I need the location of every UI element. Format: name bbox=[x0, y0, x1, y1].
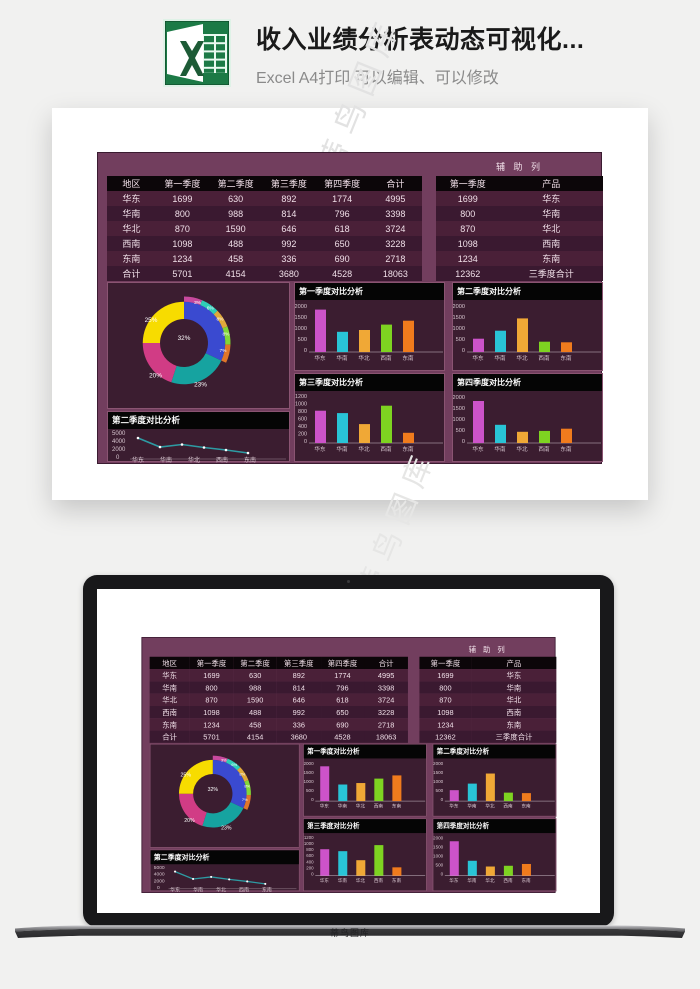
svg-text:6%: 6% bbox=[207, 305, 215, 311]
svg-text:1500: 1500 bbox=[295, 315, 307, 321]
svg-text:20%: 20% bbox=[149, 373, 162, 380]
svg-text:500: 500 bbox=[298, 337, 307, 343]
svg-text:0: 0 bbox=[304, 439, 307, 445]
svg-text:600: 600 bbox=[298, 417, 307, 423]
svg-text:4000: 4000 bbox=[112, 439, 126, 445]
svg-text:华南: 华南 bbox=[160, 456, 172, 463]
svg-text:东南: 东南 bbox=[244, 456, 256, 463]
svg-text:200: 200 bbox=[298, 432, 307, 438]
svg-text:华北: 华北 bbox=[516, 445, 528, 453]
svg-text:1500: 1500 bbox=[453, 406, 465, 412]
svg-text:2000: 2000 bbox=[453, 395, 465, 401]
svg-text:西南: 西南 bbox=[380, 445, 392, 453]
svg-text:1000: 1000 bbox=[453, 417, 465, 423]
svg-text:800: 800 bbox=[298, 409, 307, 415]
svg-text:8%: 8% bbox=[222, 332, 230, 338]
svg-text:华南: 华南 bbox=[494, 354, 506, 362]
svg-text:华东: 华东 bbox=[132, 456, 144, 463]
svg-text:华东: 华东 bbox=[472, 445, 484, 453]
svg-text:0: 0 bbox=[462, 348, 465, 354]
svg-text:1000: 1000 bbox=[295, 326, 307, 332]
svg-text:3%: 3% bbox=[194, 300, 202, 306]
svg-text:华东: 华东 bbox=[314, 445, 326, 453]
svg-text:7%: 7% bbox=[219, 348, 227, 354]
svg-text:1500: 1500 bbox=[453, 315, 465, 321]
svg-text:华南: 华南 bbox=[336, 445, 348, 453]
svg-text:2000: 2000 bbox=[112, 447, 126, 453]
svg-text:2000: 2000 bbox=[295, 304, 307, 310]
svg-text:0: 0 bbox=[462, 439, 465, 445]
svg-text:23%: 23% bbox=[194, 382, 207, 389]
svg-text:西南: 西南 bbox=[538, 445, 550, 453]
svg-text:0: 0 bbox=[304, 348, 307, 354]
svg-text:25%: 25% bbox=[145, 317, 158, 324]
svg-text:500: 500 bbox=[456, 337, 465, 343]
svg-text:1000: 1000 bbox=[453, 326, 465, 332]
svg-text:东南: 东南 bbox=[560, 445, 572, 453]
svg-text:华东: 华东 bbox=[314, 354, 326, 362]
svg-text:1200: 1200 bbox=[295, 394, 307, 400]
svg-text:东南: 东南 bbox=[560, 354, 572, 362]
svg-text:华北: 华北 bbox=[188, 456, 200, 463]
svg-text:华东: 华东 bbox=[472, 354, 484, 362]
svg-text:8%: 8% bbox=[216, 317, 224, 323]
svg-text:500: 500 bbox=[456, 428, 465, 434]
svg-text:华南: 华南 bbox=[494, 445, 506, 453]
svg-text:华北: 华北 bbox=[358, 445, 370, 453]
svg-text:400: 400 bbox=[298, 424, 307, 430]
svg-text:东南: 东南 bbox=[402, 354, 414, 362]
svg-text:1000: 1000 bbox=[295, 402, 307, 408]
svg-text:0: 0 bbox=[116, 455, 120, 461]
svg-text:32%: 32% bbox=[178, 335, 191, 342]
svg-text:东南: 东南 bbox=[402, 445, 414, 453]
svg-text:西南: 西南 bbox=[538, 354, 550, 362]
svg-text:西南: 西南 bbox=[216, 456, 228, 463]
svg-text:华北: 华北 bbox=[516, 354, 528, 362]
svg-text:西南: 西南 bbox=[380, 354, 392, 362]
svg-text:5000: 5000 bbox=[112, 431, 126, 437]
svg-text:华北: 华北 bbox=[358, 354, 370, 362]
svg-text:2000: 2000 bbox=[453, 304, 465, 310]
svg-text:华南: 华南 bbox=[336, 354, 348, 362]
